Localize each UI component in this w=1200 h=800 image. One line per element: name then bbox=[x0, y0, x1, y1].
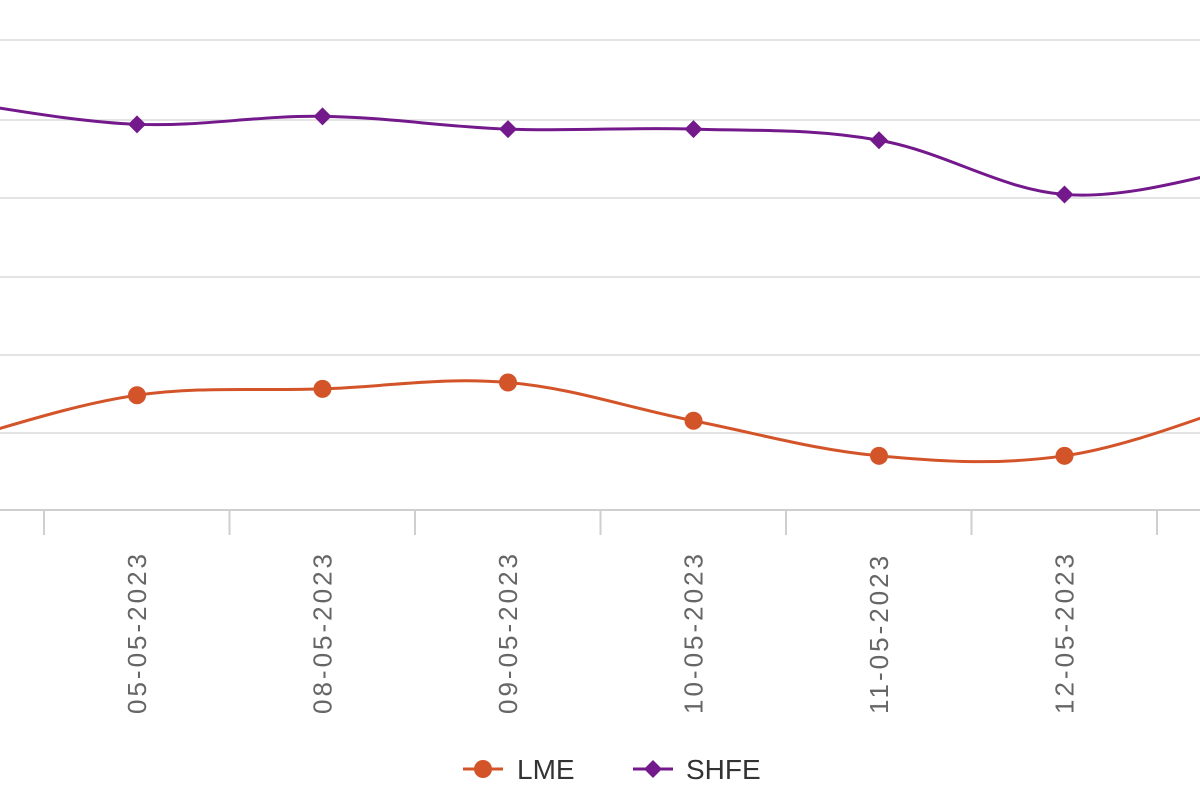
series-line-lme bbox=[0, 379, 1200, 464]
series-markers bbox=[128, 107, 1074, 465]
legend-marker-lme bbox=[474, 760, 492, 778]
x-tick-label: 12-05-2023 bbox=[1050, 551, 1080, 714]
legend-item-lme[interactable]: LME bbox=[463, 754, 575, 785]
data-point-shfe bbox=[684, 120, 703, 139]
data-point-lme bbox=[313, 379, 332, 398]
legend-item-shfe[interactable]: SHFE bbox=[633, 754, 761, 785]
x-tick-label: 11-05-2023 bbox=[864, 553, 894, 714]
legend-label-lme: LME bbox=[517, 754, 575, 785]
x-tick-label: 10-05-2023 bbox=[679, 551, 709, 714]
data-point-lme bbox=[128, 386, 146, 405]
x-tick-label: 09-05-2023 bbox=[493, 551, 523, 714]
series-line-shfe bbox=[0, 106, 1200, 197]
grid-lines bbox=[0, 39, 1200, 434]
data-point-lme bbox=[499, 373, 517, 392]
data-point-lme bbox=[684, 411, 703, 430]
data-point-shfe bbox=[499, 120, 517, 139]
legend[interactable]: LME SHFE bbox=[463, 754, 761, 785]
x-tick-label: 05-05-2023 bbox=[122, 551, 152, 714]
data-point-shfe bbox=[870, 131, 888, 150]
legend-marker-shfe bbox=[644, 760, 662, 778]
data-point-shfe bbox=[313, 107, 332, 126]
data-point-shfe bbox=[128, 115, 146, 134]
x-tick-label: 08-05-2023 bbox=[308, 551, 338, 714]
data-point-shfe bbox=[1055, 185, 1074, 204]
series-lines bbox=[0, 106, 1200, 464]
x-axis: 05-05-2023 08-05-2023 09-05-2023 10-05-2023… bbox=[0, 509, 1200, 714]
data-point-lme bbox=[1055, 446, 1074, 465]
legend-label-shfe: SHFE bbox=[686, 754, 761, 785]
data-point-lme bbox=[870, 446, 888, 465]
